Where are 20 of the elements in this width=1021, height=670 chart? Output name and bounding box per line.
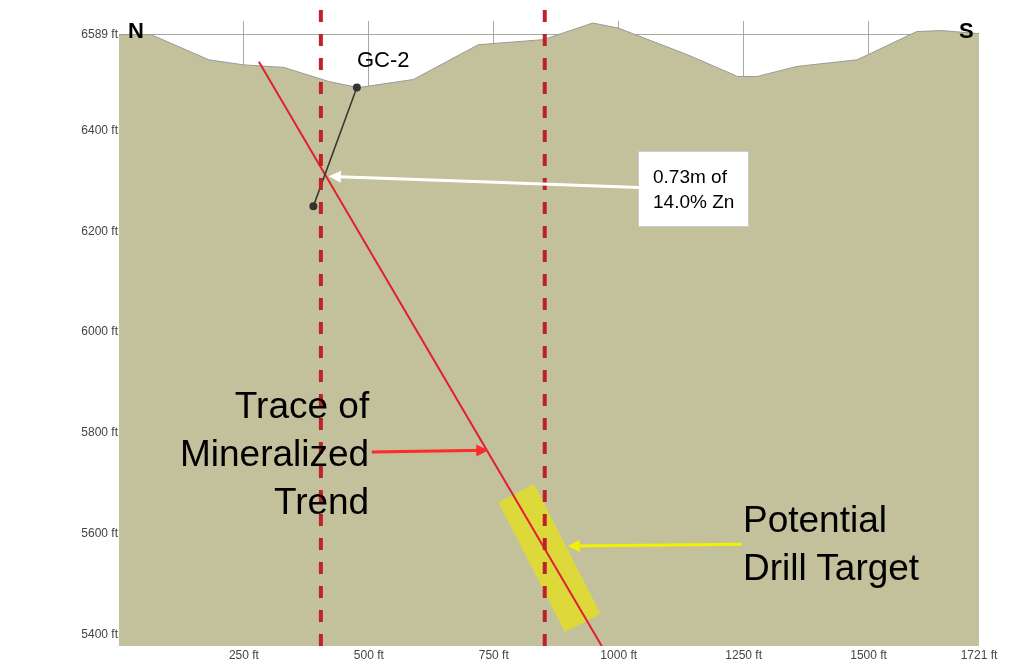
y-tick-label: 5400 ft <box>81 627 119 642</box>
y-tick-label: 6589 ft <box>81 27 119 42</box>
x-tick-label: 250 ft <box>228 648 260 662</box>
annotation: Trace of Mineralized Trend <box>180 385 370 523</box>
x-tick-label: 1500 ft <box>850 648 888 662</box>
x-tick-label: 750 ft <box>478 648 510 662</box>
annotation: GC-2 <box>357 47 410 72</box>
y-tick-label: 5800 ft <box>81 425 119 440</box>
y-tick-label: 6400 ft <box>81 122 119 137</box>
y-tick-label: 6200 ft <box>81 223 119 238</box>
annotation: S <box>959 18 974 43</box>
x-tick-label: 1250 ft <box>725 648 763 662</box>
annotation: Potential Drill Target <box>743 499 920 589</box>
x-tick-label: 1000 ft <box>600 648 638 662</box>
annotation: N <box>128 18 144 43</box>
x-tick-label: 1721 ft <box>960 648 999 662</box>
annotation: 0.73m of 14.0% Zn <box>653 166 735 212</box>
y-tick-label: 6000 ft <box>81 324 119 339</box>
x-tick-label: 500 ft <box>353 648 385 662</box>
y-tick-label: 5600 ft <box>81 526 119 541</box>
